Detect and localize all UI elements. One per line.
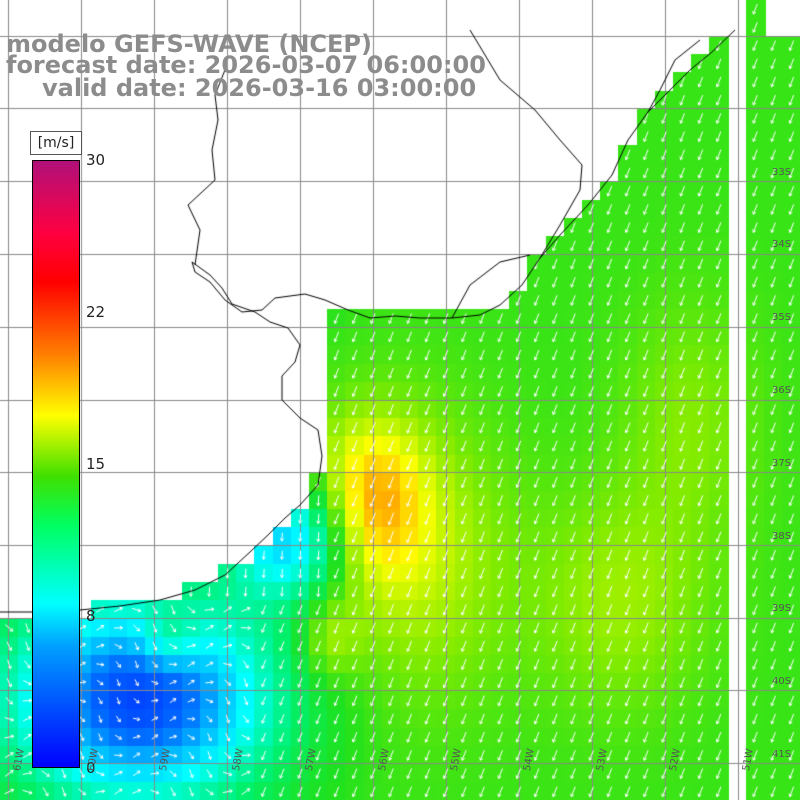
lat-label-39s: 39S — [772, 603, 792, 614]
forecast-date: forecast date: 2026-03-07 06:00:00 — [6, 51, 486, 79]
colorbar-tick-min: 0 — [86, 759, 96, 777]
valid-date: valid date: 2026-03-16 03:00:00 — [42, 74, 477, 102]
colorbar — [32, 160, 80, 768]
colorbar-tick-15: 15 — [86, 455, 106, 473]
lat-label-33s: 33S — [772, 167, 792, 178]
colorbar-tick-max: 30 — [86, 151, 106, 169]
lat-label-35s: 35S — [772, 312, 792, 323]
lat-label-41s: 41S — [772, 749, 792, 760]
lat-label-34s: 34S — [772, 239, 792, 250]
model-title: modelo GEFS-WAVE (NCEP) — [6, 30, 372, 58]
lat-label-38s: 38S — [772, 531, 792, 542]
colorbar-tick-22: 22 — [86, 303, 106, 321]
lat-label-37s: 37S — [772, 458, 792, 469]
colorbar-tick-8: 8 — [86, 607, 96, 625]
colorbar-units: [m/s] — [30, 131, 82, 155]
lat-label-40s: 40S — [772, 676, 792, 687]
lat-label-36s: 36S — [772, 385, 792, 396]
